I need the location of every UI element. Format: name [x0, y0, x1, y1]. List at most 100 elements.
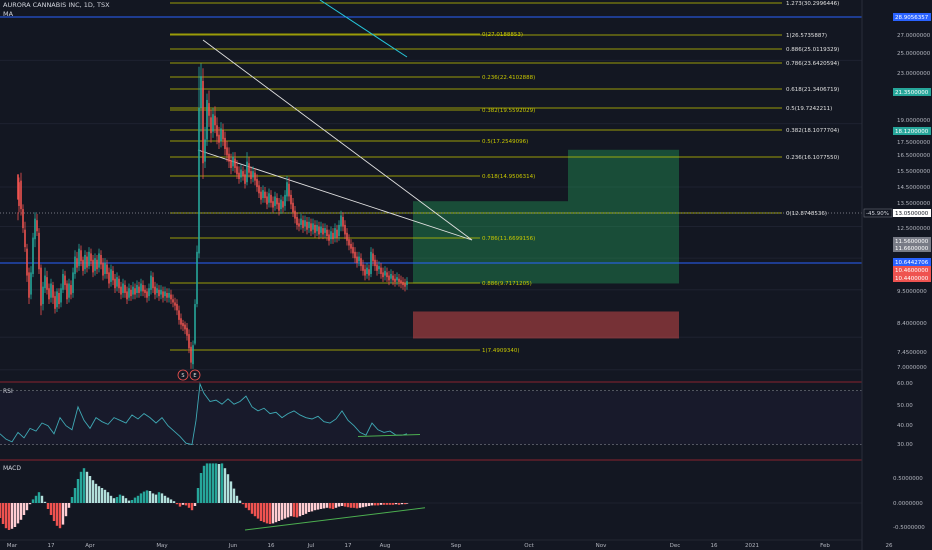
macd-bar	[130, 500, 134, 503]
macd-bar	[316, 503, 320, 510]
candle-body	[184, 324, 186, 330]
macd-bar	[391, 503, 395, 505]
candle-body	[310, 223, 312, 232]
rsi-label: RSI	[3, 388, 13, 395]
candle-body	[232, 156, 234, 167]
candle-body	[18, 182, 20, 206]
macd-bar	[172, 501, 176, 503]
candle-body	[130, 289, 132, 297]
price-tick-label: 9.5000000	[897, 289, 927, 295]
candle-body	[208, 103, 210, 116]
macd-bar	[403, 503, 407, 505]
macd-bar	[85, 471, 89, 503]
time-tick-label: Sep	[451, 543, 462, 549]
time-tick-label: Jul	[307, 543, 315, 549]
macd-bar	[55, 503, 59, 526]
candle-body	[204, 139, 206, 162]
macd-bar	[46, 503, 50, 509]
candle-body	[118, 278, 120, 289]
candle-body	[282, 201, 284, 208]
candle-body	[388, 275, 390, 281]
macd-bar	[358, 503, 362, 508]
candle-body	[270, 194, 272, 203]
macd-bar	[97, 486, 101, 503]
macd-bar	[405, 503, 409, 504]
rsi-line	[0, 382, 408, 446]
candle-body	[372, 253, 374, 262]
price-badge-text: 13.0500000	[895, 211, 929, 217]
candle-body	[74, 256, 76, 274]
candle-body	[17, 174, 19, 200]
profit-zone-2	[568, 149, 679, 284]
macd-bar	[295, 503, 299, 518]
macd-bar	[100, 488, 104, 503]
macd-bar	[259, 503, 263, 521]
macd-label: MACD	[3, 465, 21, 472]
candle-body	[172, 299, 174, 303]
macd-bar	[73, 488, 77, 503]
candle-body	[94, 258, 96, 271]
rsi-tick-label: 60.00	[897, 381, 913, 387]
candle-body	[190, 346, 192, 363]
macd-bar	[76, 479, 80, 503]
price-badge-text: 10.4400000	[895, 276, 929, 282]
candle-body	[316, 224, 318, 232]
macd-bar	[16, 503, 20, 524]
macd-bar	[151, 493, 155, 503]
candle-body	[392, 275, 394, 281]
candle-body	[32, 237, 34, 274]
candle-body	[286, 182, 288, 197]
macd-bar	[340, 503, 344, 506]
macd-bar	[289, 503, 293, 517]
candle-body	[342, 217, 344, 227]
candle-body	[112, 270, 114, 281]
price-tick-label: 27.0000000	[897, 33, 931, 39]
candle-body	[152, 277, 154, 289]
candle-body	[88, 251, 90, 267]
macd-bar	[394, 503, 398, 505]
time-tick-label: Nov	[596, 543, 607, 549]
macd-bar	[91, 480, 95, 503]
price-tick-label: 17.5000000	[897, 140, 931, 146]
price-tick-label: 14.5000000	[897, 185, 931, 191]
candle-body	[48, 288, 50, 300]
candle-body	[186, 327, 188, 336]
candle-body	[370, 251, 372, 274]
macd-bar	[322, 503, 326, 509]
macd-bar	[127, 500, 131, 503]
candle-body	[82, 259, 84, 271]
price-tick-label: 19.0000000	[897, 118, 931, 124]
fib-level-label: 0.618(14.9506314)	[482, 174, 535, 180]
macd-bar	[346, 503, 350, 508]
price-badge-text: 11.6600000	[895, 246, 929, 252]
candle-body	[328, 234, 330, 241]
rsi-band	[0, 390, 862, 445]
fib-level-label: 0.382(19.5592029)	[482, 108, 535, 114]
candle-body	[330, 231, 332, 240]
macd-tick-label: -0.5000000	[893, 525, 925, 531]
candle-body	[168, 292, 170, 298]
candle-body	[144, 289, 146, 293]
macd-bar	[148, 491, 152, 503]
candle-body	[404, 283, 406, 287]
macd-bar	[136, 495, 140, 503]
candle-body	[278, 202, 280, 211]
candle-body	[132, 286, 134, 295]
change-badge-text: -45.90%	[866, 211, 889, 217]
candle-body	[154, 286, 156, 295]
candle-body	[158, 289, 160, 297]
macd-bar	[157, 492, 161, 503]
candle-body	[40, 267, 42, 306]
candle-body	[362, 264, 364, 271]
macd-bar	[370, 503, 374, 506]
candle-body	[42, 286, 44, 305]
candle-body	[276, 198, 278, 205]
trend-diagonal	[319, 0, 408, 58]
candle-body	[402, 281, 404, 286]
candle-body	[400, 280, 402, 284]
price-tick-label: 25.0000000	[897, 51, 931, 57]
candle-body	[296, 217, 298, 225]
macd-bar	[118, 494, 122, 503]
candle-body	[62, 273, 64, 290]
